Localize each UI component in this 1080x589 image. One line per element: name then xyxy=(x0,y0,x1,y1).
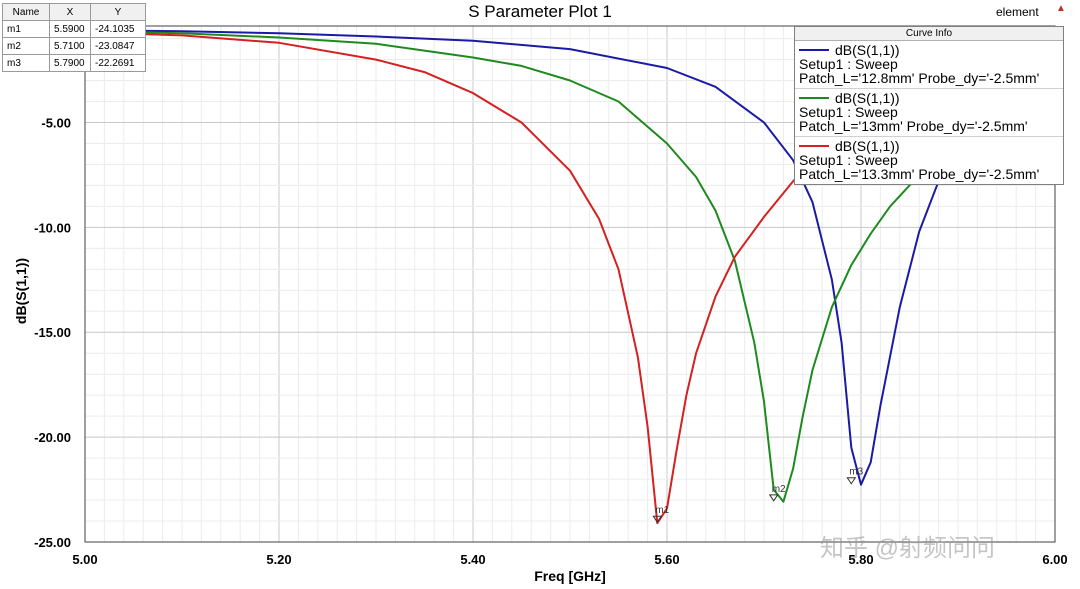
marker-row[interactable]: m2 5.7100 -23.0847 xyxy=(2,37,146,55)
marker-name: m1 xyxy=(2,20,50,38)
plot-frame xyxy=(84,25,1056,543)
marker-y: -23.0847 xyxy=(90,37,146,55)
y-tick-label: -15.00 xyxy=(34,325,71,340)
legend-setup: Setup1 : Sweep xyxy=(799,152,898,168)
legend-setup: Setup1 : Sweep xyxy=(799,104,898,120)
legend-curve-name: dB(S(1,1)) xyxy=(835,42,900,58)
series-line-3 xyxy=(84,31,959,525)
marker-x: 5.7100 xyxy=(49,37,91,55)
y-tick-label: -10.00 xyxy=(34,220,71,235)
legend-entry[interactable]: dB(S(1,1)) Setup1 : Sweep Patch_L='12.8m… xyxy=(795,41,1063,89)
marker-row[interactable]: m1 5.5900 -24.1035 xyxy=(2,20,146,38)
marker-name: m3 xyxy=(2,54,50,72)
curve-info-header: Curve Info xyxy=(795,27,1063,41)
marker-triangle xyxy=(846,477,857,485)
legend-swatch xyxy=(799,145,829,147)
legend-params: Patch_L='13.3mm' Probe_dy='-2.5mm' xyxy=(799,166,1040,182)
series-line-2 xyxy=(84,30,1056,503)
marker-y: -24.1035 xyxy=(90,20,146,38)
marker-name: m2 xyxy=(2,37,50,55)
watermark: 知乎 @射频问问 xyxy=(820,535,996,562)
x-tick-label: 5.20 xyxy=(266,552,291,567)
marker-triangle xyxy=(768,494,779,502)
y-tick-label: -20.00 xyxy=(34,430,71,445)
legend-swatch xyxy=(799,49,829,51)
x-tick-label: 5.40 xyxy=(460,552,485,567)
curve-info-legend[interactable]: Curve Info dB(S(1,1)) Setup1 : Sweep Pat… xyxy=(794,26,1064,185)
legend-params: Patch_L='13mm' Probe_dy='-2.5mm' xyxy=(799,118,1028,134)
y-tick-label: -25.00 xyxy=(34,535,71,550)
marker-row[interactable]: m3 5.7900 -22.2691 xyxy=(2,54,146,72)
marker-table[interactable]: Name X Y m1 5.5900 -24.1035 m2 5.7100 -2… xyxy=(2,3,146,72)
legend-curve-name: dB(S(1,1)) xyxy=(835,138,900,154)
legend-swatch xyxy=(799,97,829,99)
marker-x: 5.5900 xyxy=(49,20,91,38)
marker-label: m2 xyxy=(772,484,786,495)
corner-label[interactable]: element xyxy=(996,5,1039,19)
y-tick-label: -5.00 xyxy=(41,115,71,130)
y-axis-label: dB(S(1,1)) xyxy=(13,257,29,325)
x-tick-label: 5.60 xyxy=(654,552,679,567)
marker-col-y: Y xyxy=(90,3,146,21)
legend-setup: Setup1 : Sweep xyxy=(799,56,898,72)
x-tick-label: 5.00 xyxy=(72,552,97,567)
legend-entry[interactable]: dB(S(1,1)) Setup1 : Sweep Patch_L='13mm'… xyxy=(795,89,1063,137)
marker-table-header: Name X Y xyxy=(2,3,146,21)
x-tick-label: 5.80 xyxy=(848,552,873,567)
marker-x: 5.7900 xyxy=(49,54,91,72)
legend-curve-name: dB(S(1,1)) xyxy=(835,90,900,106)
plot-title: S Parameter Plot 1 xyxy=(468,2,612,21)
marker-y: -22.2691 xyxy=(90,54,146,72)
legend-params: Patch_L='12.8mm' Probe_dy='-2.5mm' xyxy=(799,70,1040,86)
marker-triangle xyxy=(652,515,663,524)
x-axis-label: Freq [GHz] xyxy=(534,568,606,584)
ansys-logo-icon: ▲ xyxy=(1056,3,1066,14)
marker-label: m3 xyxy=(849,467,863,478)
x-tick-label: 6.00 xyxy=(1042,552,1067,567)
marker-col-x: X xyxy=(49,3,91,21)
marker-col-name: Name xyxy=(2,3,50,21)
marker-label: m1 xyxy=(655,505,669,516)
legend-entry[interactable]: dB(S(1,1)) Setup1 : Sweep Patch_L='13.3m… xyxy=(795,137,1063,184)
